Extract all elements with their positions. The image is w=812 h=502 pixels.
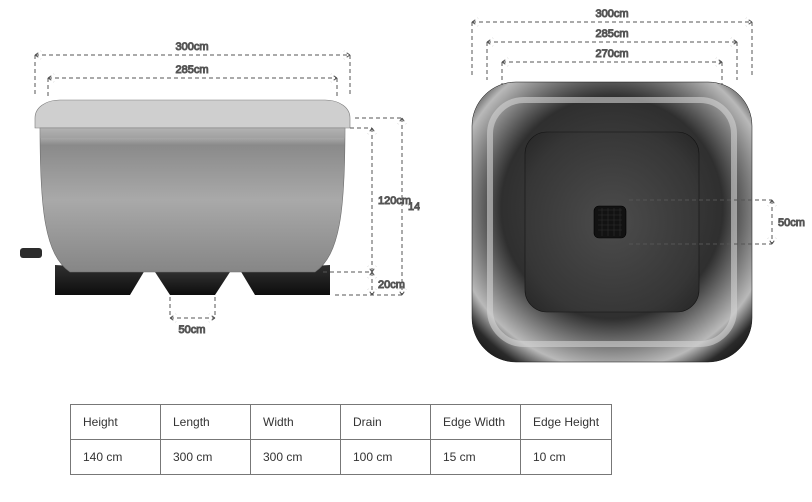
cell-drain: 100 cm	[341, 440, 431, 475]
col-edge-width: Edge Width	[431, 405, 521, 440]
dim-side-120: 120cm	[378, 195, 411, 207]
cell-height: 140 cm	[71, 440, 161, 475]
table-header-row: Height Length Width Drain Edge Width Edg…	[71, 405, 612, 440]
side-body	[20, 100, 350, 272]
dim-side-50: 50cm	[179, 324, 206, 336]
dim-top-50: 50cm	[778, 217, 805, 229]
top-body	[472, 82, 752, 362]
col-drain: Drain	[341, 405, 431, 440]
col-height: Height	[71, 405, 161, 440]
dim-top-300: 300cm	[595, 8, 628, 20]
dim-top-285: 285cm	[595, 28, 628, 40]
dim-side-20: 20cm	[378, 279, 405, 291]
spec-table: Height Length Width Drain Edge Width Edg…	[70, 404, 612, 475]
col-length: Length	[161, 405, 251, 440]
col-edge-height: Edge Height	[521, 405, 612, 440]
dim-side-300: 300cm	[175, 41, 208, 53]
col-width: Width	[251, 405, 341, 440]
dim-top-270: 270cm	[595, 48, 628, 60]
cell-edge-height: 10 cm	[521, 440, 612, 475]
table-row: 140 cm 300 cm 300 cm 100 cm 15 cm 10 cm	[71, 440, 612, 475]
cell-edge-width: 15 cm	[431, 440, 521, 475]
side-view: 300cm 285cm 140cm 120cm	[0, 0, 420, 340]
top-view: 300cm 285cm 270cm	[432, 0, 812, 370]
top-dimensions: 300cm 285cm 270cm	[472, 8, 752, 90]
cell-width: 300 cm	[251, 440, 341, 475]
dim-side-285: 285cm	[175, 64, 208, 76]
cell-length: 300 cm	[161, 440, 251, 475]
